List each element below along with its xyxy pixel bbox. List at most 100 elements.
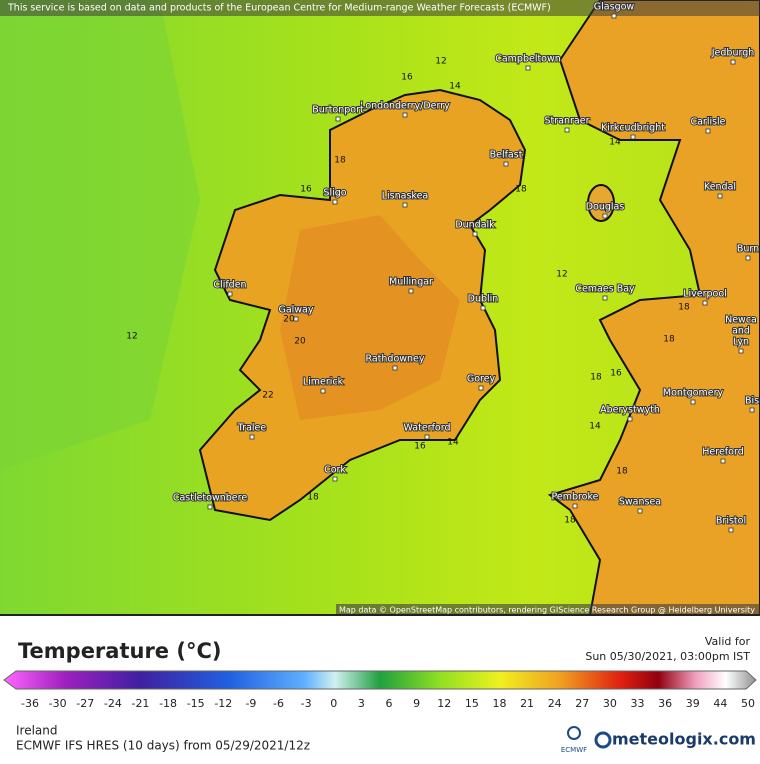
ecmwf-logo: ECMWF — [561, 746, 587, 754]
place-label: Clifden — [213, 280, 246, 291]
place-label: Limerick — [303, 377, 344, 388]
colorbar-tick-label: 50 — [741, 697, 755, 710]
contour-label: 18 — [678, 303, 690, 313]
place-dot — [424, 434, 430, 440]
place-label: Swansea — [619, 497, 661, 508]
place-label: Lyn — [733, 337, 749, 348]
place-dot — [472, 231, 478, 237]
place-label: Lisnaskea — [382, 191, 429, 202]
contour-label: 14 — [609, 138, 621, 148]
colorbar-tick-label: -9 — [245, 697, 256, 710]
colorbar-tick-label: 9 — [413, 697, 420, 710]
place-dot — [730, 59, 736, 65]
colorbar-tick-label: 6 — [386, 697, 393, 710]
place-label: Douglas — [586, 202, 625, 213]
place-dot — [637, 508, 643, 514]
place-label: Carlisle — [690, 117, 725, 128]
place-label: Mullingar — [389, 277, 433, 288]
contour-label: 14 — [589, 422, 601, 432]
place-dot — [227, 291, 233, 297]
place-dot — [392, 365, 398, 371]
place-label: Newca — [725, 315, 757, 326]
contour-label: 12 — [126, 332, 137, 342]
place-label: Castletownbere — [173, 493, 248, 504]
valid-time: Sun 05/30/2021, 03:00pm IST — [585, 650, 750, 663]
place-dot — [335, 116, 341, 122]
place-dot — [705, 128, 711, 134]
place-label: Waterford — [403, 423, 450, 434]
place-label: Burtonport — [312, 105, 364, 116]
colorbar-tick-label: -3 — [301, 697, 312, 710]
contour-label: 12 — [556, 270, 567, 280]
place-dot — [611, 13, 617, 19]
attribution: Map data © OpenStreetMap contributors, r… — [339, 606, 755, 615]
contour-label: 14 — [447, 438, 459, 448]
colorbar-tick-label: -21 — [131, 697, 149, 710]
place-label: Gorey — [467, 374, 496, 385]
brand-icon — [594, 731, 612, 749]
colorbar-tick-label: -15 — [187, 697, 205, 710]
place-dot — [627, 416, 633, 422]
place-label: Londonderry/Derry — [360, 101, 450, 112]
colorbar — [3, 670, 757, 690]
colorbar-tick-label: 27 — [575, 697, 589, 710]
contour-label: 20 — [294, 337, 306, 347]
valid-label: Valid for — [705, 635, 751, 648]
colorbar-tick-label: 39 — [686, 697, 700, 710]
contour-label: 22 — [262, 391, 273, 401]
contour-label: 16 — [610, 369, 622, 379]
place-dot — [728, 527, 734, 533]
place-dot — [572, 503, 578, 509]
place-dot — [602, 295, 608, 301]
colorbar-tick-label: 44 — [713, 697, 727, 710]
colorbar-tick-label: 24 — [548, 697, 562, 710]
notice: This service is based on data and produc… — [7, 3, 551, 14]
place-dot — [525, 65, 531, 71]
place-label: Kendal — [704, 182, 736, 193]
place-label: Montgomery — [663, 388, 724, 399]
contour-label: 18 — [616, 467, 628, 477]
contour-label: 18 — [334, 156, 346, 166]
cool-area — [0, 0, 200, 470]
place-dot — [402, 202, 408, 208]
contour-label: 18 — [307, 493, 319, 503]
place-dot — [293, 316, 299, 322]
contour-label: 12 — [435, 57, 446, 67]
colorbar-tick-label: 18 — [492, 697, 506, 710]
place-dot — [332, 199, 338, 205]
place-label: Rathdowney — [365, 354, 424, 365]
place-label: and — [732, 326, 750, 337]
place-dot — [249, 434, 255, 440]
place-dot — [690, 399, 696, 405]
colorbar-tick-label: 36 — [658, 697, 672, 710]
contour-label: 18 — [590, 373, 602, 383]
attribution-bar — [336, 604, 760, 615]
place-dot — [207, 504, 213, 510]
colorbar-tick-label: -27 — [76, 697, 94, 710]
place-label: Aberystwyth — [600, 405, 660, 416]
colorbar-tick-label: 3 — [358, 697, 365, 710]
place-dot — [745, 255, 751, 261]
colorbar-tick-label: 12 — [437, 697, 451, 710]
legend-title: Temperature (°C) — [18, 639, 221, 663]
place-label: Glasgow — [594, 2, 635, 13]
place-label: Cemaes Bay — [575, 284, 635, 295]
isle-of-man — [587, 184, 615, 222]
colorbar-tick-label: -18 — [159, 697, 177, 710]
place-label: Dundalk — [455, 220, 495, 231]
place-dot — [480, 305, 486, 311]
colorbar-tick-label: -12 — [214, 697, 232, 710]
contour-label: 18 — [663, 335, 675, 345]
colorbar-tick-label: -36 — [21, 697, 39, 710]
place-label: Bristol — [716, 516, 746, 527]
colorbar-tick-label: 21 — [520, 697, 534, 710]
place-dot — [402, 112, 408, 118]
place-label: Hereford — [702, 447, 743, 458]
contour-label: 18 — [564, 516, 576, 526]
place-dot — [702, 300, 708, 306]
contour-label: 16 — [401, 73, 413, 83]
place-label: Campbeltown — [495, 54, 561, 65]
place-dot — [478, 385, 484, 391]
region: Ireland — [16, 724, 58, 738]
place-label: Cork — [324, 465, 346, 476]
